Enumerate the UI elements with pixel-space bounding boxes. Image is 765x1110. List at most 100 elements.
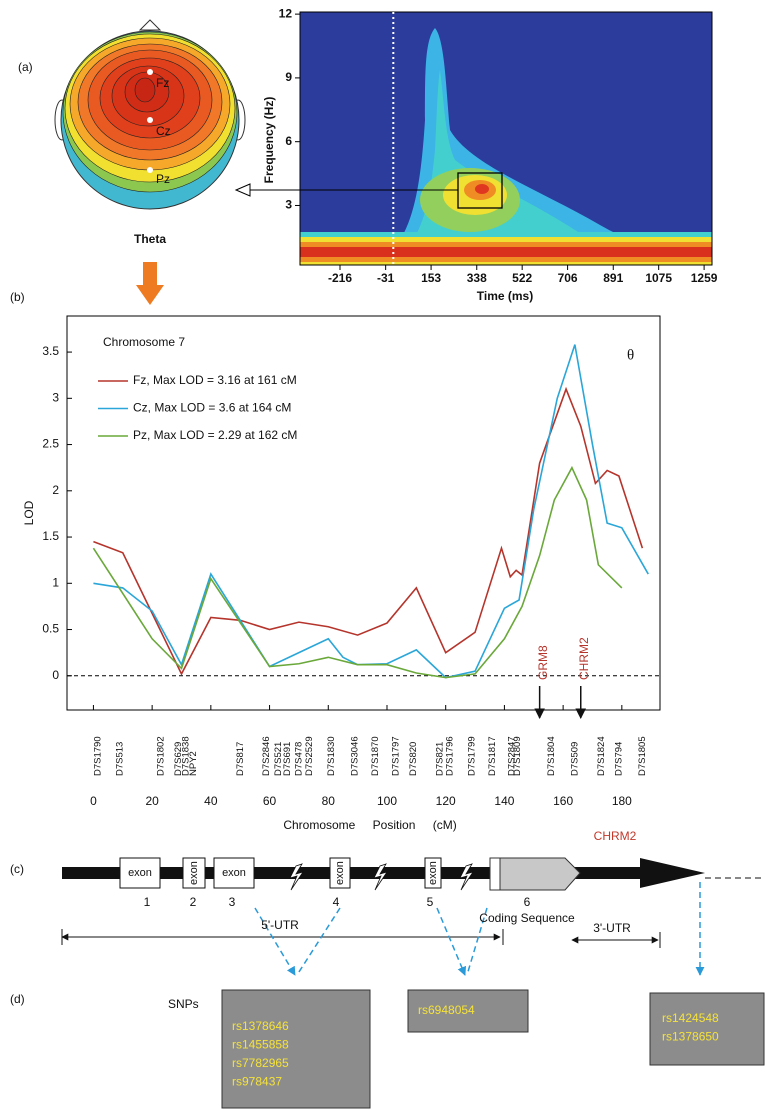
- y-tick-label: 3: [285, 198, 292, 212]
- snp-id: rs1378650: [662, 1030, 719, 1044]
- y-tick-label: 0.5: [42, 622, 59, 636]
- snp-label: SNPs: [168, 997, 199, 1011]
- y-tick-label: 1: [52, 575, 59, 589]
- marker-label: D7S1824: [596, 736, 607, 776]
- exon-number: 4: [333, 895, 340, 909]
- exon: [213, 857, 255, 889]
- legend-label: Pz, Max LOD = 2.29 at 162 cM: [133, 428, 297, 442]
- marker-label: D7S1796: [445, 736, 456, 776]
- marker-label: D7S2529: [304, 736, 315, 776]
- utr-label: 3'-UTR: [593, 921, 631, 935]
- marker-label: D7S1817: [487, 736, 498, 776]
- exon-label: exon: [427, 861, 439, 885]
- x-tick-label: 1259: [691, 271, 718, 285]
- electrode-label: Cz: [156, 124, 171, 138]
- chart-title: Chromosome 7: [103, 335, 185, 349]
- snp-box: [407, 989, 529, 1033]
- marker-label: D7S521: [273, 742, 284, 776]
- marker-label: D7S817: [235, 742, 246, 776]
- x-tick-label: 20: [145, 794, 159, 808]
- y-tick-label: 0: [52, 668, 59, 682]
- legend-label: Fz, Max LOD = 3.16 at 161 cM: [133, 373, 297, 387]
- exon: [329, 857, 351, 889]
- band-label: Theta: [134, 232, 166, 246]
- exon: [119, 857, 161, 889]
- utr-label: 5'-UTR: [261, 918, 299, 932]
- x-axis-label: Time (ms): [477, 289, 533, 303]
- gene-label: GRM8: [536, 645, 550, 680]
- gene-label: CHRM2: [577, 637, 591, 680]
- x-tick-label: 153: [421, 271, 441, 285]
- x-tick-label: 80: [322, 794, 336, 808]
- y-tick-label: 1.5: [42, 529, 59, 543]
- tf-map: [234, 12, 712, 265]
- marker-label: NPY2: [188, 751, 199, 776]
- x-tick-label: 0: [90, 794, 97, 808]
- x-tick-label: 160: [553, 794, 573, 808]
- snp-id: rs1378646: [232, 1019, 289, 1033]
- series-line: [93, 344, 649, 679]
- snp-id: rs1424548: [662, 1011, 719, 1025]
- exon-label: exon: [334, 861, 346, 885]
- marker-label: D7S509: [569, 742, 580, 776]
- exon-number: 5: [427, 895, 434, 909]
- marker-label: D7S1805: [637, 736, 648, 776]
- panel-label: (c): [10, 862, 24, 876]
- marker-label: D7S1802: [156, 736, 167, 776]
- x-tick-label: -216: [328, 271, 352, 285]
- coding-number: 6: [524, 895, 531, 909]
- y-tick-label: 6: [285, 134, 292, 148]
- exon-label: exon: [128, 867, 152, 879]
- exon: [424, 857, 442, 889]
- exon-label: exon: [222, 867, 246, 879]
- snp-id: rs6948054: [418, 1003, 475, 1017]
- down-arrow: [136, 262, 164, 305]
- marker-label: D7S794: [613, 742, 624, 776]
- plot-frame: [299, 11, 713, 266]
- marker-label: D7S1790: [92, 736, 103, 776]
- gene-diagram: [61, 857, 765, 976]
- y-tick-label: 12: [279, 6, 293, 20]
- marker-label: D7S1804: [546, 736, 557, 776]
- x-tick-label: 706: [558, 271, 578, 285]
- snp-id: rs978437: [232, 1075, 282, 1089]
- y-tick-label: 2.5: [42, 437, 59, 451]
- x-tick-label: 140: [494, 794, 514, 808]
- y-axis-label: Frequency (Hz): [262, 97, 276, 184]
- marker-label: D7S1830: [326, 736, 337, 776]
- series-line: [92, 465, 623, 679]
- exon-label: exon: [188, 861, 200, 885]
- plot-frame: [66, 315, 661, 711]
- y-tick-label: 3: [52, 390, 59, 404]
- snp-box: [649, 992, 765, 1066]
- marker-label: D7S1870: [370, 736, 381, 776]
- marker-label: D7S513: [114, 742, 125, 776]
- gene-name: CHRM2: [594, 829, 637, 843]
- topomap: [54, 19, 246, 210]
- electrode-label: Fz: [156, 76, 169, 90]
- panel-label: (b): [10, 290, 25, 304]
- legend-label: Cz, Max LOD = 3.6 at 164 cM: [133, 401, 291, 415]
- marker-label: D7S820: [408, 742, 419, 776]
- marker-label: D7S1809: [512, 736, 523, 776]
- electrode-label: Pz: [156, 172, 170, 186]
- y-axis-label: LOD: [22, 500, 36, 525]
- snp-box: [221, 989, 371, 1109]
- panel-label: (a): [18, 60, 33, 74]
- x-tick-label: 1075: [645, 271, 672, 285]
- marker-label: D7S629: [173, 742, 184, 776]
- series-line: [93, 386, 644, 676]
- snp-id: rs1455858: [232, 1038, 289, 1052]
- exon-number: 1: [144, 895, 151, 909]
- marker-label: D7S691: [282, 742, 293, 776]
- x-tick-label: 40: [204, 794, 218, 808]
- marker-label: D7S3046: [349, 736, 360, 776]
- marker-label: D7S2847: [506, 736, 517, 776]
- marker-label: D7S821: [434, 742, 445, 776]
- x-tick-label: 120: [436, 794, 456, 808]
- x-tick-label: 522: [512, 271, 532, 285]
- marker-label: D7S1838: [180, 736, 191, 776]
- y-tick-label: 9: [285, 70, 292, 84]
- x-tick-label: -31: [377, 271, 395, 285]
